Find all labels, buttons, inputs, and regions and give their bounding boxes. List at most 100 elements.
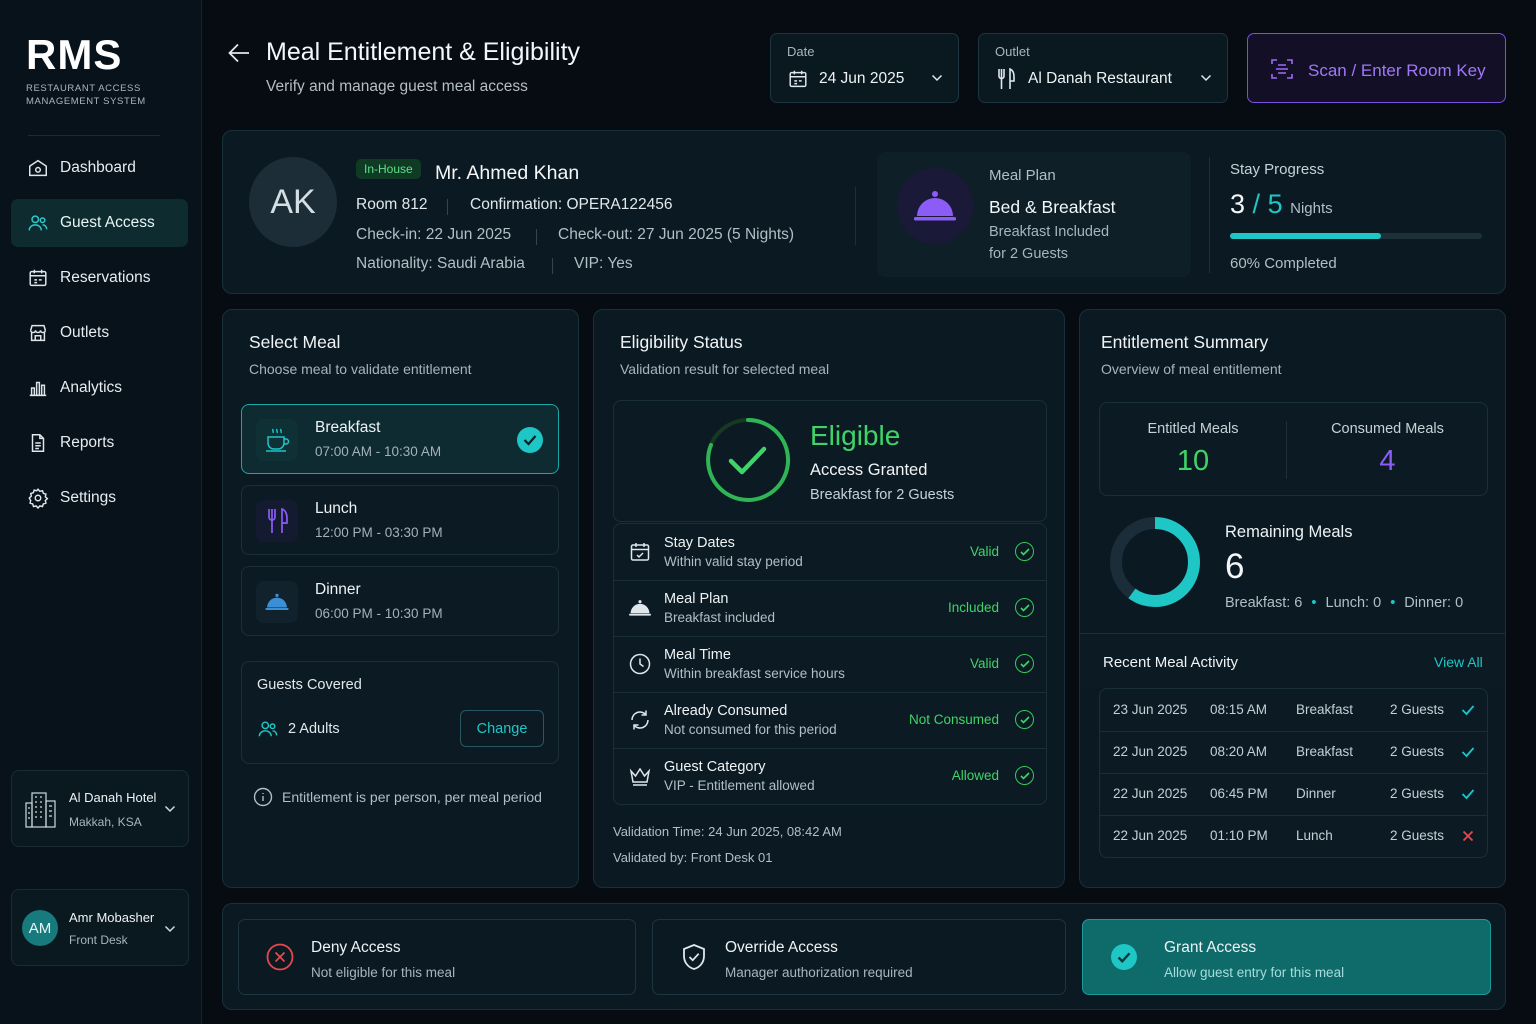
eligible-check-ring-icon <box>706 418 791 502</box>
activity-meal: Dinner <box>1296 786 1336 801</box>
divider <box>1100 773 1487 774</box>
fork-knife-icon <box>268 507 288 533</box>
change-guests-button[interactable]: Change <box>460 710 544 747</box>
cloche-icon <box>265 593 289 610</box>
consumed-meals-value: 4 <box>1379 445 1396 477</box>
sidebar-item-dashboard[interactable]: Dashboard <box>11 144 188 192</box>
divider <box>1286 421 1287 479</box>
sidebar-item-analytics[interactable]: Analytics <box>11 364 188 412</box>
access-granted-label: Access Granted <box>810 461 928 479</box>
stay-progress-label: Stay Progress <box>1230 161 1325 178</box>
outlet-select[interactable]: Outlet Al Danah Restaurant <box>978 33 1228 103</box>
recent-activity-header: Recent Meal Activity View All <box>1080 633 1505 688</box>
activity-time: 08:20 AM <box>1210 744 1268 759</box>
meal-time: 07:00 AM - 10:30 AM <box>315 444 442 459</box>
summary-title: Entitlement Summary <box>1101 332 1269 352</box>
breakdown-dinner: Dinner: 0 <box>1404 595 1464 611</box>
consumed-meals-label: Consumed Meals <box>1331 421 1444 437</box>
entitled-meals-label: Entitled Meals <box>1147 421 1239 437</box>
hotel-selector[interactable]: Al Danah Hotel Makkah, KSA <box>11 770 189 847</box>
check-row-meal-time: Meal Time Within breakfast service hours… <box>614 636 1046 692</box>
divider <box>536 229 537 245</box>
sidebar-item-label: Settings <box>60 489 117 506</box>
sidebar-item-reservations[interactable]: Reservations <box>11 254 188 302</box>
store-icon <box>29 324 47 342</box>
nationality: Nationality: Saudi Arabia <box>356 255 525 272</box>
recent-activity-title: Recent Meal Activity <box>1103 654 1239 671</box>
entitled-meals-value: 10 <box>1176 445 1210 477</box>
eligibility-result: Eligible <box>810 420 901 451</box>
guest-name: Mr. Ahmed Khan <box>435 162 580 184</box>
guests-covered-label: Guests Covered <box>257 677 362 693</box>
guests-covered-panel: Guests Covered 2 Adults Change <box>241 661 559 764</box>
remaining-meals-label: Remaining Meals <box>1225 523 1353 541</box>
brand-logo: RMS RESTAURANT ACCESS MANAGEMENT SYSTEM <box>26 34 156 108</box>
sidebar-item-settings[interactable]: Settings <box>11 474 188 522</box>
vip-status: VIP: Yes <box>574 255 633 272</box>
meal-icon-box <box>256 581 298 623</box>
divider <box>1209 157 1210 273</box>
meal-option-lunch[interactable]: Lunch 12:00 PM - 03:30 PM <box>241 485 559 555</box>
back-arrow-icon[interactable] <box>227 42 251 64</box>
grant-desc: Allow guest entry for this meal <box>1164 965 1345 980</box>
nights-unit: Nights <box>1290 200 1333 217</box>
entitlement-summary-card: Entitlement Summary Overview of meal ent… <box>1079 309 1506 888</box>
activity-guests: 2 Guests <box>1390 786 1445 801</box>
sidebar-item-outlets[interactable]: Outlets <box>11 309 188 357</box>
scan-room-key-button[interactable]: Scan / Enter Room Key <box>1247 33 1506 103</box>
meal-plan-badge <box>897 168 973 244</box>
stay-progress-bar <box>1230 233 1482 239</box>
check-circle-icon <box>1015 766 1034 785</box>
confirmation-number: Confirmation: OPERA122456 <box>470 196 673 213</box>
meal-option-dinner[interactable]: Dinner 06:00 PM - 10:30 PM <box>241 566 559 636</box>
avatar: AM <box>22 910 58 946</box>
nights-slash: / <box>1252 189 1261 219</box>
hotel-location: Makkah, KSA <box>69 815 142 829</box>
divider <box>447 199 448 215</box>
room-number: Room 812 <box>356 196 428 213</box>
activity-time: 01:10 PM <box>1210 828 1268 843</box>
sidebar-item-guest-access[interactable]: Guest Access <box>11 199 188 247</box>
nights-current: 3 <box>1230 189 1246 219</box>
meal-option-breakfast[interactable]: Breakfast 07:00 AM - 10:30 AM <box>241 404 559 474</box>
check-row-meal-plan: Meal Plan Breakfast included Included <box>614 580 1046 636</box>
guests-covered-value: 2 Adults <box>288 721 340 737</box>
check-icon <box>1461 705 1475 716</box>
check-row-already-consumed: Already Consumed Not consumed for this p… <box>614 692 1046 748</box>
validated-by: Validated by: Front Desk 01 <box>613 850 773 865</box>
check-desc: Breakfast included <box>664 610 776 625</box>
table-row: 22 Jun 2025 01:10 PM Lunch 2 Guests <box>1100 815 1487 857</box>
meal-time: 12:00 PM - 03:30 PM <box>315 525 443 540</box>
grant-access-button[interactable]: Grant Access Allow guest entry for this … <box>1082 919 1491 995</box>
user-profile[interactable]: AM Amr Mobasher Front Desk <box>11 889 189 966</box>
sidebar-item-label: Analytics <box>60 379 123 396</box>
sidebar-item-label: Reservations <box>60 269 151 286</box>
date-picker[interactable]: Date 24 Jun 2025 <box>770 33 959 103</box>
close-icon <box>1462 830 1474 842</box>
chevron-down-icon <box>1200 74 1212 82</box>
breakdown-breakfast: Breakfast: 6 <box>1225 595 1303 611</box>
divider <box>614 636 1046 637</box>
override-access-button[interactable]: Override Access Manager authorization re… <box>652 919 1066 995</box>
fork-knife-icon <box>998 67 1015 89</box>
meal-plan-guests: for 2 Guests <box>989 246 1068 262</box>
check-circle-icon <box>1015 542 1034 561</box>
activity-date: 22 Jun 2025 <box>1113 744 1188 759</box>
divider <box>552 258 553 274</box>
bar-chart-icon <box>29 381 47 397</box>
sidebar-item-label: Outlets <box>60 324 110 341</box>
status-badge: In-House <box>356 159 421 179</box>
date-label: Date <box>787 44 815 59</box>
view-all-link[interactable]: View All <box>1434 654 1483 670</box>
activity-meal: Breakfast <box>1296 702 1354 717</box>
sidebar-item-reports[interactable]: Reports <box>11 419 188 467</box>
activity-date: 22 Jun 2025 <box>1113 786 1188 801</box>
brand-tagline: RESTAURANT ACCESS MANAGEMENT SYSTEM <box>26 83 146 107</box>
eligibility-checks-list: Stay Dates Within valid stay period Vali… <box>613 523 1047 805</box>
divider <box>614 692 1046 693</box>
meal-counts-panel: Entitled Meals 10 Consumed Meals 4 <box>1099 402 1488 496</box>
deny-access-button[interactable]: Deny Access Not eligible for this meal <box>238 919 636 995</box>
coffee-cup-icon <box>266 428 290 452</box>
crown-icon <box>629 767 651 786</box>
check-desc: Not consumed for this period <box>664 722 837 737</box>
